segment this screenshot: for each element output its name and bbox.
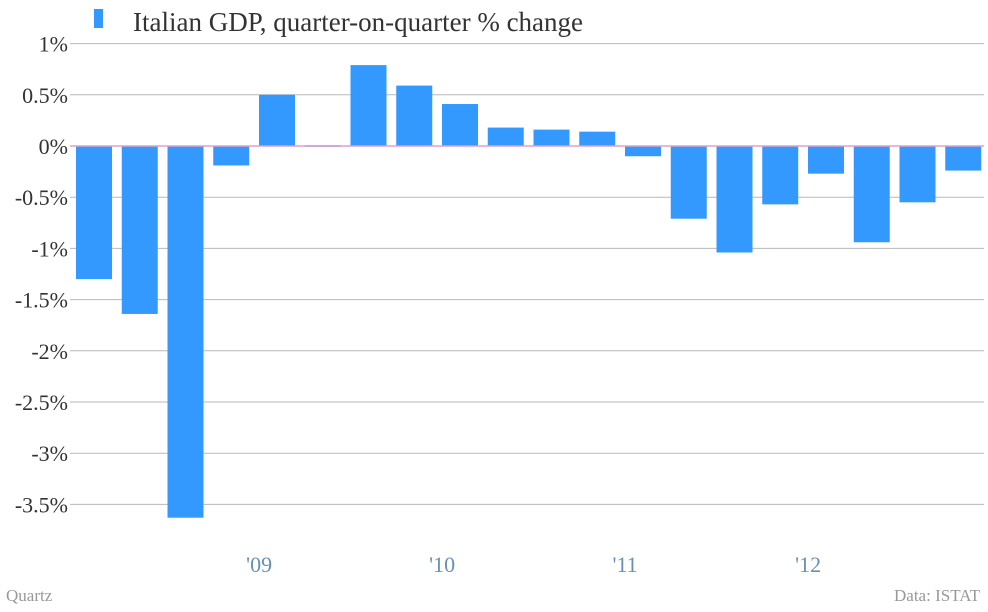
- legend-label: Italian GDP, quarter-on-quarter % change: [133, 7, 583, 37]
- x-tick-label: '10: [429, 552, 455, 577]
- bar: [533, 129, 570, 146]
- bar: [808, 146, 844, 174]
- y-tick-label: -2.5%: [15, 390, 68, 415]
- bar-swatch-icon: [94, 9, 103, 28]
- bar: [396, 85, 433, 146]
- bars-layer: [76, 65, 982, 518]
- bar: [121, 146, 158, 314]
- y-tick-label: -3%: [31, 441, 68, 466]
- y-tick-label: 0%: [39, 134, 68, 159]
- bar: [579, 131, 616, 146]
- bar: [899, 146, 936, 203]
- bar: [945, 146, 982, 171]
- y-tick-label: 0.5%: [22, 83, 68, 108]
- bar: [625, 146, 661, 157]
- y-tick-label: -1.5%: [15, 288, 68, 313]
- y-tick-label: -3.5%: [15, 492, 68, 517]
- bar: [213, 146, 250, 166]
- bar: [167, 146, 204, 518]
- bar: [487, 127, 524, 146]
- data-source: Data: ISTAT: [894, 586, 981, 605]
- legend: Italian GDP, quarter-on-quarter % change: [94, 7, 583, 37]
- source-credit: Quartz: [6, 586, 53, 605]
- x-tick-label: '12: [795, 552, 821, 577]
- x-tick-label: '09: [246, 552, 272, 577]
- y-tick-label: -1%: [31, 236, 68, 261]
- bar: [442, 104, 478, 146]
- y-tick-label: -0.5%: [15, 185, 68, 210]
- bar: [762, 146, 799, 205]
- bar: [716, 146, 753, 253]
- x-axis-labels: '09 '10 '11 '12: [246, 552, 821, 577]
- bar: [259, 94, 295, 146]
- bar: [853, 146, 890, 243]
- bar: [76, 146, 112, 280]
- y-tick-label: -2%: [31, 339, 68, 364]
- y-tick-label: 1%: [39, 32, 68, 57]
- grid-layer: [70, 43, 984, 505]
- bar: [670, 146, 707, 219]
- x-tick-label: '11: [613, 552, 638, 577]
- y-axis-labels: 1% 0.5% 0% -0.5% -1% -1.5% -2% -2.5% -3% -3.5%: [15, 32, 68, 518]
- bar: [350, 65, 387, 146]
